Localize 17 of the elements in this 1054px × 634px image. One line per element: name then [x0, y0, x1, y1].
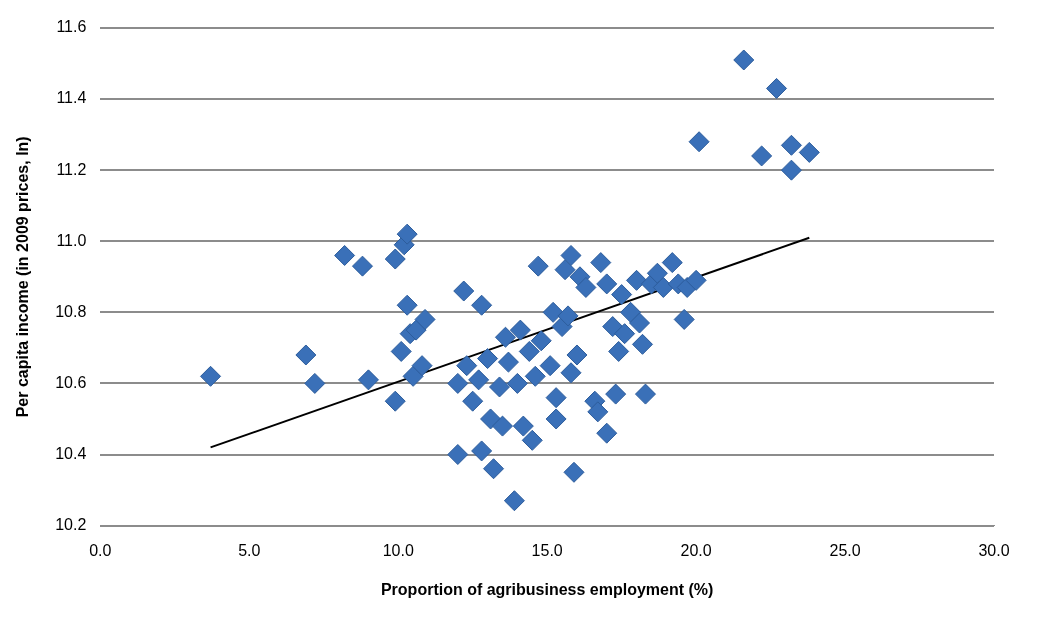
x-tick-label: 20.0 [680, 541, 712, 559]
x-axis-title: Proportion of agribusiness employment (%) [380, 580, 714, 598]
y-tick-label: 11.0 [56, 231, 87, 249]
y-tick-label: 11.4 [56, 89, 87, 107]
y-tick-label: 10.2 [55, 516, 87, 534]
y-tick-label: 11.6 [56, 18, 87, 36]
x-tick-label: 10.0 [382, 541, 414, 559]
x-tick-label: 15.0 [531, 541, 563, 559]
x-tick-label: 25.0 [829, 541, 861, 559]
y-axis-title: Per capita income (in 2009 prices, ln) [14, 136, 32, 418]
y-tick-label: 10.4 [55, 444, 87, 462]
x-tick-label: 5.0 [238, 541, 261, 559]
x-tick-label: 30.0 [978, 541, 1010, 559]
x-tick-label: 0.0 [89, 541, 112, 559]
y-tick-label: 11.2 [56, 160, 87, 178]
y-tick-label: 10.8 [55, 302, 87, 320]
y-tick-label: 10.6 [55, 373, 87, 391]
